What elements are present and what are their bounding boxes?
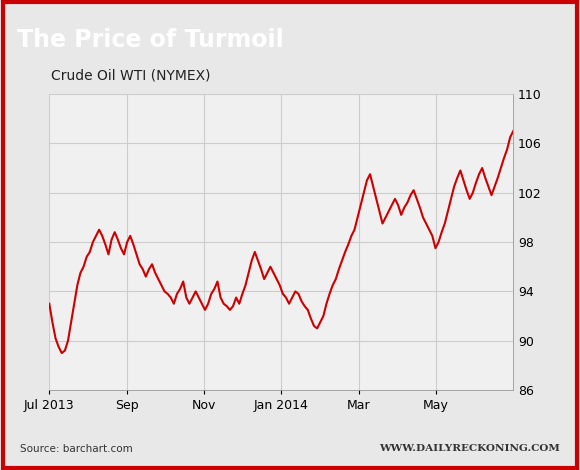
Text: Source: barchart.com: Source: barchart.com: [20, 444, 133, 454]
Text: The Price of Turmoil: The Price of Turmoil: [17, 28, 284, 52]
Text: Crude Oil WTI (NYMEX): Crude Oil WTI (NYMEX): [51, 68, 211, 82]
Text: WWW.DAILYRECKONING.COM: WWW.DAILYRECKONING.COM: [379, 444, 560, 454]
